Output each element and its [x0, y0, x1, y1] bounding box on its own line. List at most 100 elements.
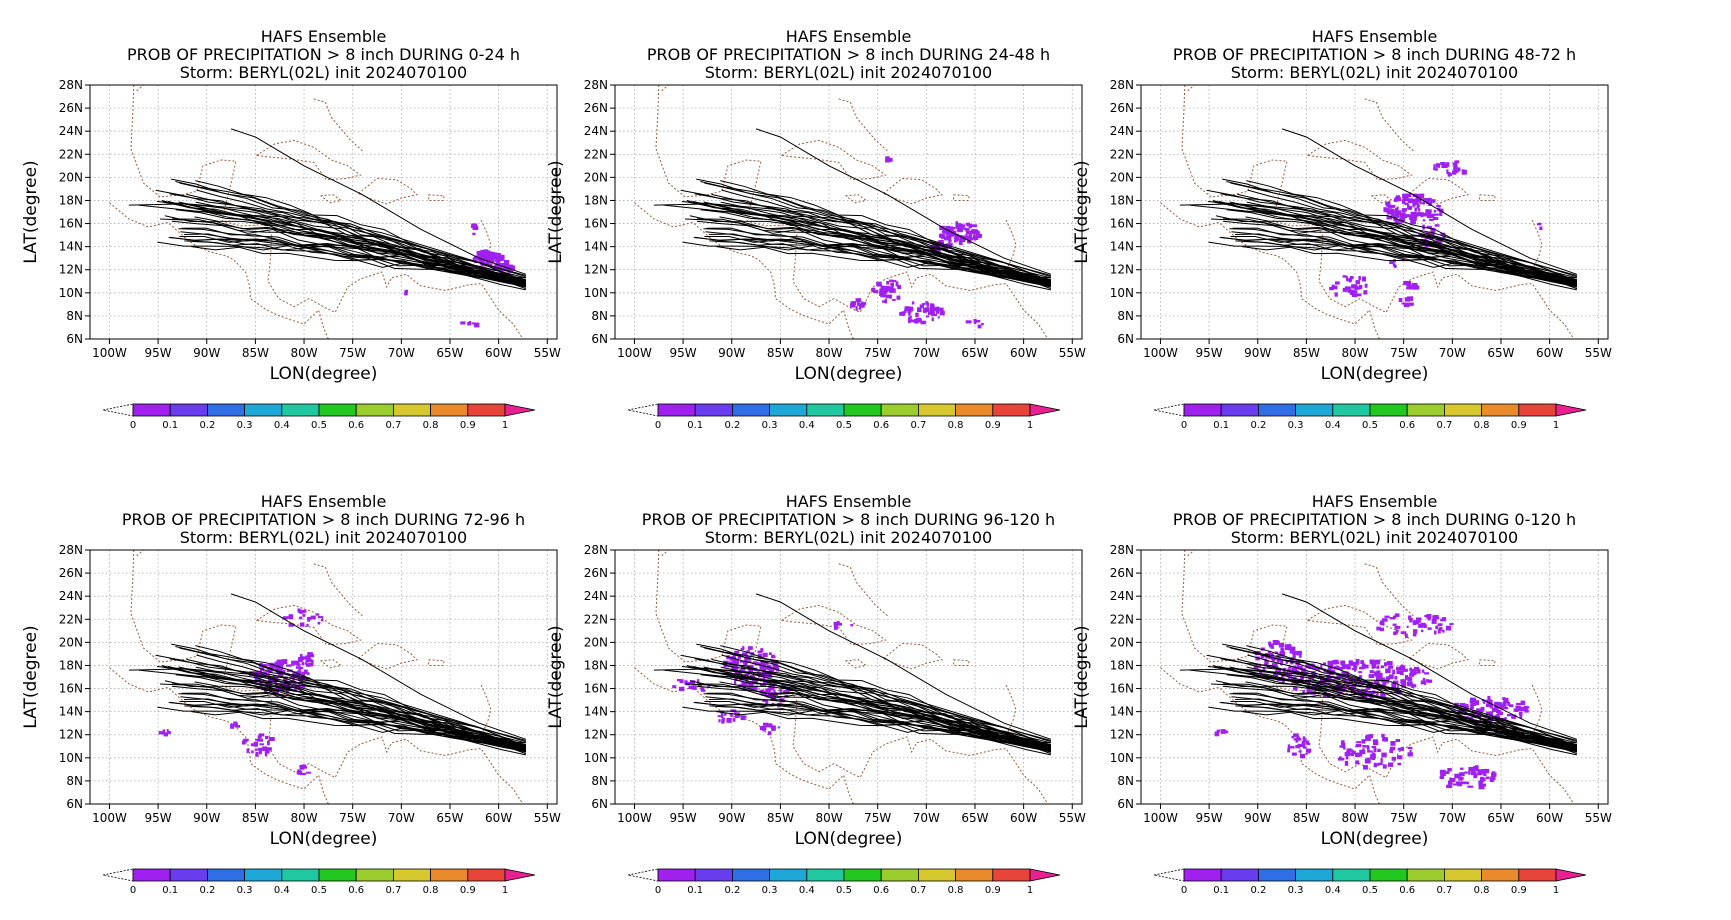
precip-mark — [1373, 680, 1380, 684]
colorbar-swatch — [694, 403, 733, 417]
precip-mark — [1461, 169, 1465, 174]
precip-mark — [1406, 286, 1413, 290]
precip-mark — [1301, 668, 1306, 673]
colorbar-label: 0 — [130, 420, 136, 431]
precip-mark — [264, 673, 270, 678]
precip-mark — [1439, 769, 1446, 775]
precip-mark — [970, 229, 975, 234]
precip-mark — [1431, 619, 1437, 624]
precip-mark — [1385, 208, 1390, 213]
precip-mark — [886, 280, 890, 285]
precip-mark — [404, 292, 407, 296]
precip-mark — [1293, 733, 1299, 737]
precip-mark — [1502, 697, 1506, 700]
precip-mark — [1281, 680, 1285, 684]
ensemble-track — [1281, 128, 1578, 275]
x-tick-label: 75W — [1390, 346, 1417, 360]
precip-mark — [939, 239, 944, 243]
precip-mark — [1365, 734, 1371, 739]
precip-mark — [1467, 785, 1474, 788]
colorbar-label: 0.7 — [1436, 420, 1452, 431]
precip-mark — [926, 302, 929, 307]
precip-mark — [1407, 677, 1413, 682]
precip-mark — [1373, 741, 1379, 746]
precip-mark — [1291, 752, 1297, 756]
precip-mark — [1437, 623, 1443, 627]
ensemble-track — [155, 189, 526, 281]
precip-mark — [1494, 701, 1500, 706]
precip-mark — [1427, 679, 1433, 683]
precip-mark — [315, 613, 320, 616]
precip-mark — [1394, 626, 1401, 629]
y-tick-label: 22N — [1110, 612, 1134, 626]
precip-mark — [281, 683, 284, 687]
precip-mark — [483, 254, 489, 258]
precip-mark — [897, 284, 901, 289]
colorbar-swatch — [955, 403, 994, 417]
precip-mark — [1422, 677, 1426, 683]
precip-mark — [1426, 225, 1432, 229]
x-axis-label: LON(degree) — [795, 364, 903, 384]
precip-mark — [1409, 667, 1413, 671]
coastline — [313, 563, 363, 617]
x-tick-label: 60W — [1536, 811, 1563, 825]
precip-mark — [679, 679, 684, 684]
colorbar-label: 0.8 — [948, 420, 964, 431]
coastline — [320, 194, 343, 204]
precip-mark — [1424, 672, 1429, 675]
precip-mark — [966, 230, 972, 235]
colorbar-swatch — [992, 403, 1031, 417]
colorbar-swatch — [1369, 868, 1408, 882]
precip-mark — [1338, 666, 1343, 671]
colorbar-swatch — [206, 403, 245, 417]
coastline — [781, 139, 887, 181]
precip-mark — [1437, 628, 1441, 634]
precip-mark — [724, 713, 727, 716]
colorbar-label: 0.9 — [1511, 420, 1527, 431]
precip-mark — [1414, 200, 1419, 205]
precip-mark — [965, 233, 968, 238]
colorbar-swatch — [169, 403, 208, 417]
precip-mark — [1382, 764, 1387, 769]
y-tick-label: 8N — [1117, 774, 1134, 788]
precip-mark — [734, 680, 737, 685]
precip-mark — [973, 234, 976, 239]
ensemble-track — [1212, 200, 1578, 286]
precip-mark — [893, 288, 896, 293]
x-tick-label: 75W — [864, 346, 891, 360]
precip-mark — [783, 690, 790, 693]
precip-mark — [1442, 629, 1445, 633]
precip-mark — [760, 648, 764, 653]
precip-mark — [908, 319, 913, 323]
precip-mark — [1289, 651, 1296, 654]
precip-mark — [480, 249, 485, 254]
precip-mark — [1400, 664, 1404, 667]
precip-mark — [951, 230, 957, 234]
precip-mark — [1433, 166, 1436, 171]
precip-mark — [267, 670, 271, 673]
precip-mark — [282, 669, 286, 674]
precip-mark — [1302, 736, 1306, 742]
precip-mark — [1419, 240, 1426, 243]
ensemble-track — [809, 243, 1052, 279]
precip-mark — [968, 234, 973, 239]
precip-mark — [862, 302, 866, 305]
y-tick-label: 10N — [584, 751, 608, 765]
precip-mark — [275, 663, 279, 668]
precip-mark — [1447, 172, 1451, 177]
colorbar-swatch — [732, 868, 771, 882]
y-tick-label: 12N — [584, 263, 608, 277]
x-tick-label: 100W — [92, 346, 127, 360]
y-tick-label: 28N — [1110, 78, 1134, 92]
precip-mark — [1389, 617, 1396, 620]
x-tick-label: 75W — [339, 346, 366, 360]
ensemble-track — [689, 201, 1052, 285]
precip-mark — [494, 253, 497, 256]
y-tick-label: 10N — [1110, 286, 1134, 300]
y-tick-label: 8N — [1117, 309, 1134, 323]
precip-mark — [1331, 662, 1336, 665]
precip-mark — [1489, 777, 1494, 782]
precip-mark — [928, 311, 931, 315]
precip-mark — [1372, 739, 1378, 743]
